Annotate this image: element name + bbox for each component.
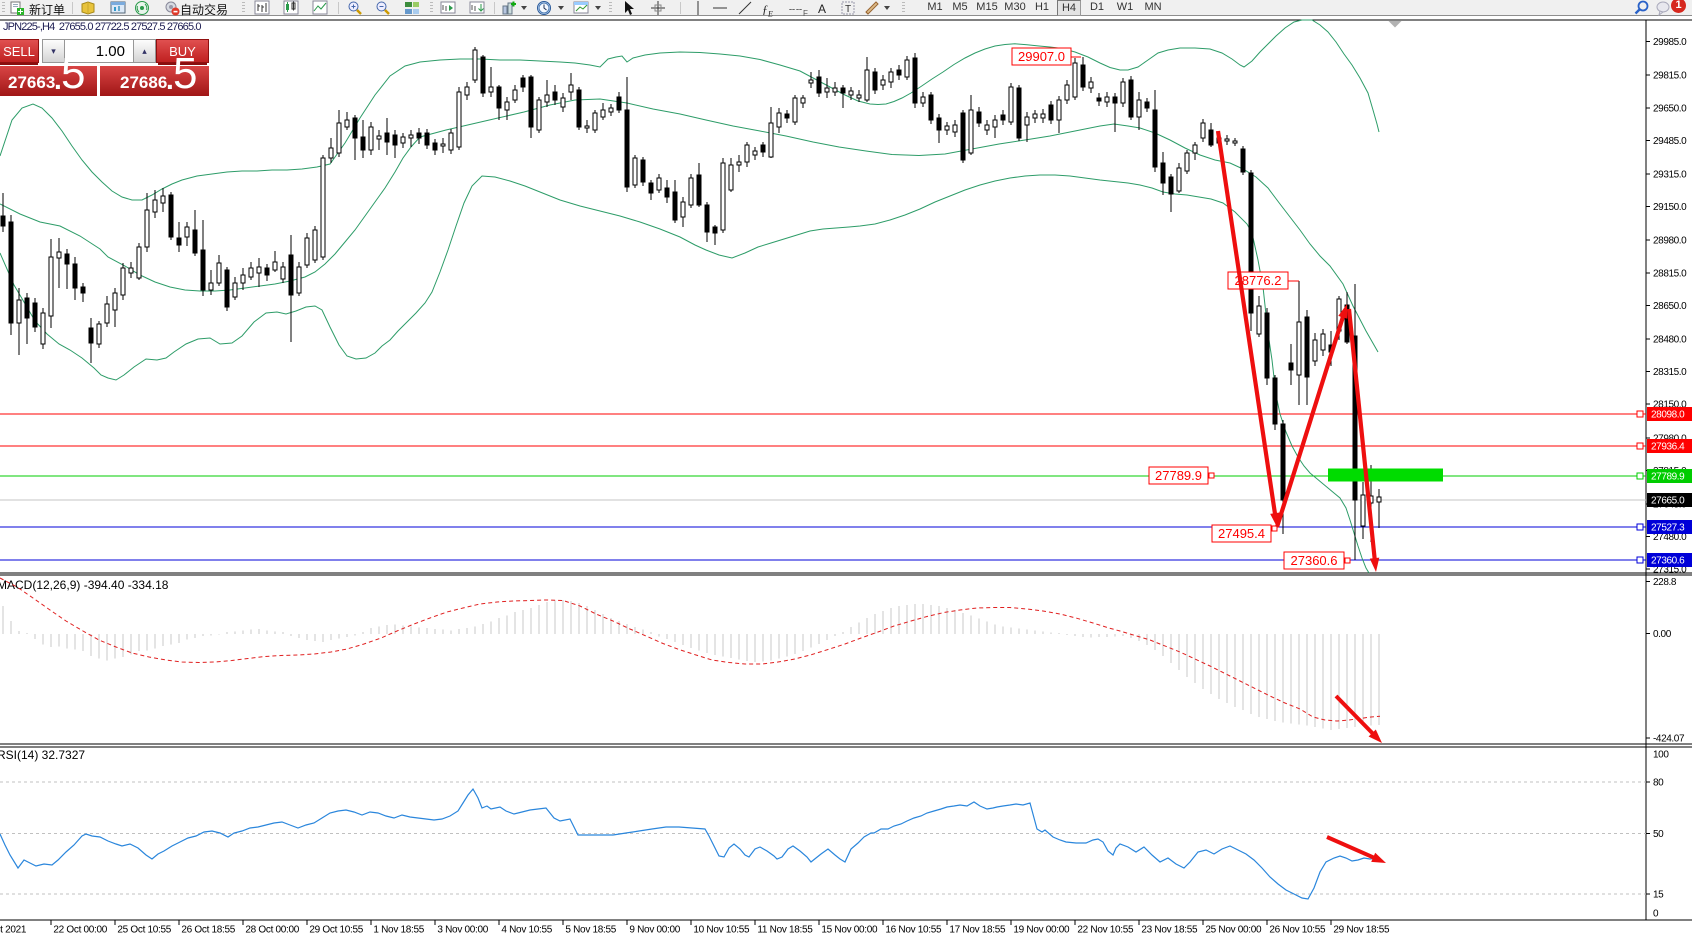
svg-text:29 Oct 10:55: 29 Oct 10:55 <box>309 925 363 936</box>
svg-text:29315.0: 29315.0 <box>1653 170 1687 181</box>
svg-text:27789.9: 27789.9 <box>1155 468 1202 483</box>
svg-text:-424.07: -424.07 <box>1653 733 1685 744</box>
svg-text:28980.0: 28980.0 <box>1653 236 1687 247</box>
svg-text:3 Nov 00:00: 3 Nov 00:00 <box>437 925 488 936</box>
svg-text:0: 0 <box>1653 908 1659 919</box>
svg-text:50: 50 <box>1653 829 1664 840</box>
svg-text:27495.4: 27495.4 <box>1218 526 1265 541</box>
svg-text:17 Nov 18:55: 17 Nov 18:55 <box>949 925 1006 936</box>
svg-text:9 Nov 00:00: 9 Nov 00:00 <box>629 925 680 936</box>
svg-text:25 Oct 10:55: 25 Oct 10:55 <box>117 925 171 936</box>
svg-text:4 Nov 10:55: 4 Nov 10:55 <box>501 925 552 936</box>
svg-text:22 Nov 10:55: 22 Nov 10:55 <box>1077 925 1134 936</box>
svg-text:1 Nov 18:55: 1 Nov 18:55 <box>373 925 424 936</box>
svg-text:29485.0: 29485.0 <box>1653 136 1687 147</box>
svg-text:16 Nov 10:55: 16 Nov 10:55 <box>885 925 942 936</box>
svg-text:228.8: 228.8 <box>1653 577 1677 588</box>
svg-text:29815.0: 29815.0 <box>1653 71 1687 82</box>
svg-text:28650.0: 28650.0 <box>1653 301 1687 312</box>
svg-text:29985.0: 29985.0 <box>1653 37 1687 48</box>
svg-text:27480.0: 27480.0 <box>1653 532 1687 543</box>
svg-text:27936.4: 27936.4 <box>1651 442 1685 453</box>
svg-text:27315.0: 27315.0 <box>1653 565 1687 576</box>
svg-text:26 Oct 18:55: 26 Oct 18:55 <box>181 925 235 936</box>
svg-text:100: 100 <box>1653 750 1669 761</box>
svg-text:27360.6: 27360.6 <box>1651 556 1685 567</box>
svg-text:29150.0: 29150.0 <box>1653 202 1687 213</box>
svg-text:T: T <box>845 4 851 15</box>
svg-text:5 Nov 18:55: 5 Nov 18:55 <box>565 925 616 936</box>
svg-text:29 Nov 18:55: 29 Nov 18:55 <box>1333 925 1390 936</box>
svg-text:27360.6: 27360.6 <box>1291 553 1338 568</box>
svg-text:25 Nov 00:00: 25 Nov 00:00 <box>1205 925 1262 936</box>
svg-text:28150.0: 28150.0 <box>1653 400 1687 411</box>
svg-text:19 Nov 00:00: 19 Nov 00:00 <box>1013 925 1070 936</box>
svg-text:28 Oct 00:00: 28 Oct 00:00 <box>245 925 299 936</box>
svg-text:Oct 2021: Oct 2021 <box>0 925 27 936</box>
svg-text:22 Oct 00:00: 22 Oct 00:00 <box>53 925 107 936</box>
svg-text:29907.0: 29907.0 <box>1018 49 1065 64</box>
svg-text:15 Nov 00:00: 15 Nov 00:00 <box>821 925 878 936</box>
svg-text:28776.2: 28776.2 <box>1235 273 1282 288</box>
svg-text:MACD(12,26,9) -394.40 -334.18: MACD(12,26,9) -394.40 -334.18 <box>0 578 169 592</box>
svg-text:28098.0: 28098.0 <box>1651 410 1685 421</box>
svg-text:29650.0: 29650.0 <box>1653 103 1687 114</box>
svg-text:23 Nov 18:55: 23 Nov 18:55 <box>1141 925 1198 936</box>
svg-text:28315.0: 28315.0 <box>1653 367 1687 378</box>
svg-text:RSI(14) 32.7327: RSI(14) 32.7327 <box>0 748 85 762</box>
svg-text:80: 80 <box>1653 778 1664 789</box>
svg-text:27665.0: 27665.0 <box>1651 496 1685 507</box>
svg-text:27980.0: 27980.0 <box>1653 433 1687 444</box>
svg-text:0.00: 0.00 <box>1653 629 1672 640</box>
svg-text:28480.0: 28480.0 <box>1653 335 1687 346</box>
svg-text:27527.3: 27527.3 <box>1651 523 1685 534</box>
svg-text:15: 15 <box>1653 890 1664 901</box>
svg-text:11 Nov 18:55: 11 Nov 18:55 <box>757 925 813 936</box>
svg-text:10 Nov 10:55: 10 Nov 10:55 <box>693 925 750 936</box>
svg-text:27789.9: 27789.9 <box>1651 472 1685 483</box>
svg-text:26 Nov 10:55: 26 Nov 10:55 <box>1269 925 1326 936</box>
svg-text:28815.0: 28815.0 <box>1653 268 1687 279</box>
